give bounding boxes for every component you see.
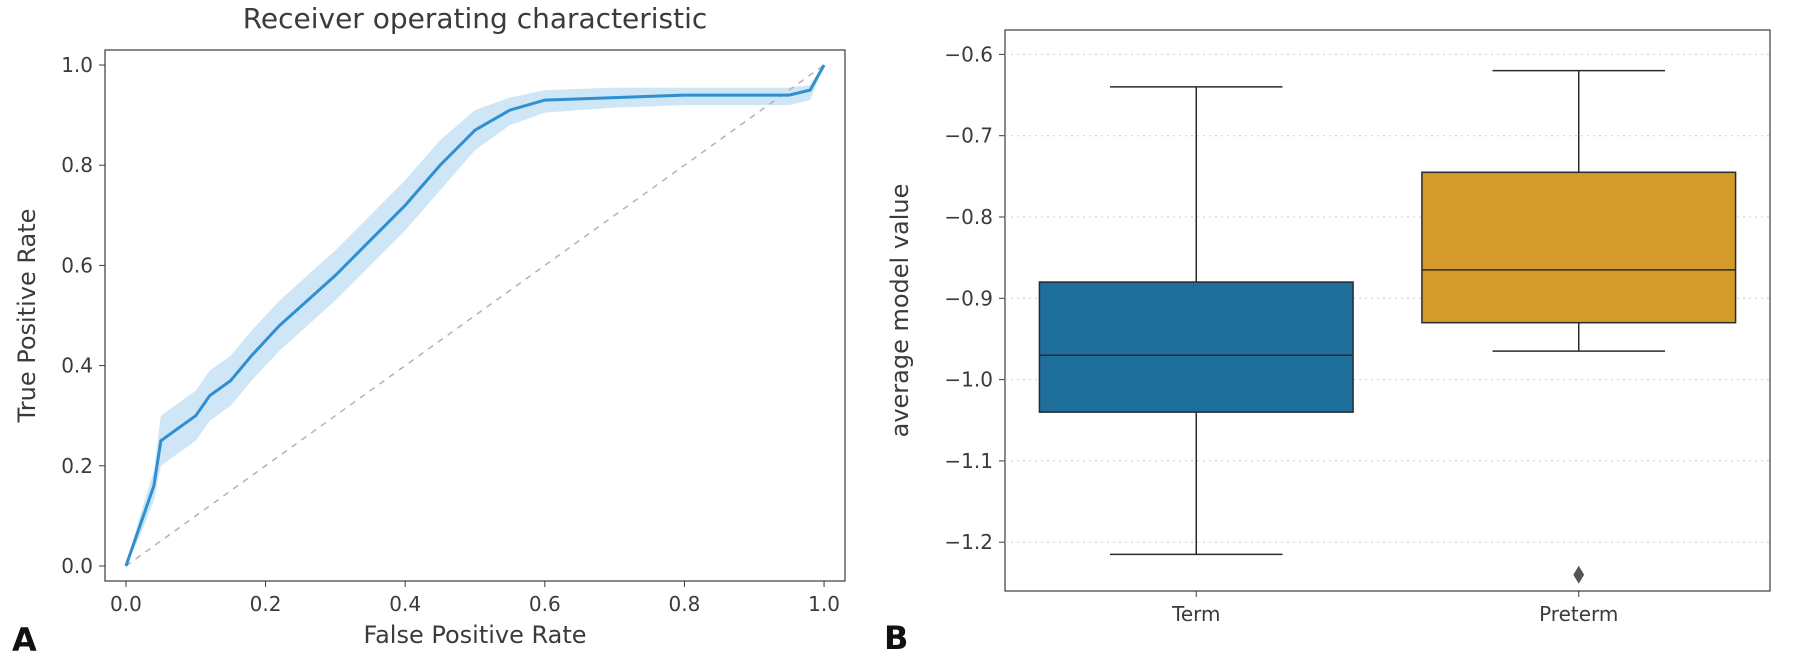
roc-chart: Receiver operating characteristic 0.0 0.2 0… [0,0,870,661]
xtick-label: Preterm [1539,602,1618,626]
xtick-label: Term [1171,602,1220,626]
ytick-label: −1.0 [944,368,993,392]
roc-title: Receiver operating characteristic [243,2,708,35]
flier [1573,566,1584,584]
ytick-label: −1.2 [944,530,993,554]
panel-b: −1.2 −1.1 −1.0 −0.9 −0.8 −0.7 −0.6 Term Preterm a… [870,0,1800,661]
xtick-label: 1.0 [808,592,840,616]
ytick-label: −0.7 [944,124,993,148]
ytick-label: −0.6 [944,42,993,66]
ytick-label: 0.8 [61,153,93,177]
roc-xlabel: False Positive Rate [363,621,586,649]
boxplot-chart: −1.2 −1.1 −1.0 −0.9 −0.8 −0.7 −0.6 Term Preterm a… [870,0,1800,661]
figure-row: Receiver operating characteristic 0.0 0.2 0… [0,0,1800,661]
box-preterm [1422,172,1736,322]
ytick-label: −0.8 [944,205,993,229]
panel-b-letter: B [884,619,908,657]
ytick-label: 1.0 [61,53,93,77]
ytick-label: 0.0 [61,554,93,578]
panel-a: Receiver operating characteristic 0.0 0.2 0… [0,0,870,661]
box-term [1039,282,1353,412]
ytick-label: 0.2 [61,454,93,478]
xtick-label: 0.0 [110,592,142,616]
xtick-label: 0.6 [529,592,561,616]
panel-a-letter: A [12,621,37,659]
ytick-label: −0.9 [944,286,993,310]
ytick-label: −1.1 [944,449,993,473]
roc-ylabel: True Positive Rate [13,209,41,424]
xtick-label: 0.2 [250,592,282,616]
boxplot-ylabel: average model value [886,184,914,438]
ytick-label: 0.4 [61,354,93,378]
xtick-label: 0.4 [389,592,421,616]
xtick-label: 0.8 [669,592,701,616]
ytick-label: 0.6 [61,253,93,277]
roc-confidence-band [126,65,824,566]
